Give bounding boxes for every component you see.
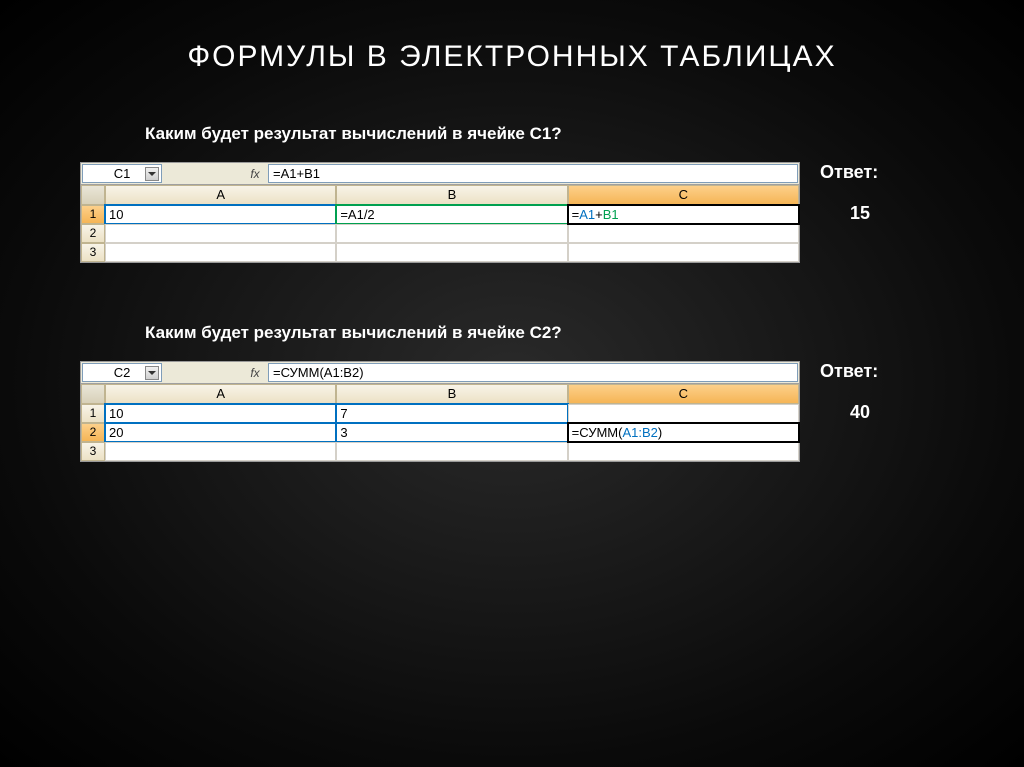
row-header-3[interactable]: 3 [81,442,105,461]
formula-suffix: ) [658,425,662,440]
row-header-1[interactable]: 1 [81,205,105,224]
col-header-b[interactable]: B [336,185,567,205]
cell-b2[interactable] [336,224,567,243]
cell-c1[interactable] [568,404,799,423]
fx-icon[interactable]: fx [243,362,267,383]
cell-c3[interactable] [568,243,799,262]
select-all-corner[interactable] [81,185,105,205]
row-header-3[interactable]: 3 [81,243,105,262]
cell-a3[interactable] [105,442,336,461]
excel-screenshot-1: C1 fx =A1+B1 A B C 1 10 =A1/2 =A1+B1 2 3 [80,162,800,263]
cell-c2[interactable]: =СУММ(A1:B2) [568,423,799,442]
formula-ref-a1: A1 [579,207,595,222]
formula-op: + [595,207,603,222]
name-box-dropdown-icon[interactable] [145,366,159,380]
answer-label: Ответ: [820,162,878,183]
question-1: Каким будет результат вычислений в ячейк… [145,124,1024,144]
question-2: Каким будет результат вычислений в ячейк… [145,323,1024,343]
cell-c3[interactable] [568,442,799,461]
col-header-b[interactable]: B [336,384,567,404]
answer-value: 40 [850,402,878,423]
answer-block-2: Ответ: 40 [820,361,878,423]
answer-value: 15 [850,203,878,224]
col-header-c[interactable]: C [568,384,799,404]
formula-bar-input[interactable]: =СУММ(A1:B2) [268,363,798,382]
cell-a1[interactable]: 10 [105,205,336,224]
row-header-2[interactable]: 2 [81,423,105,442]
formula-ref-b1: B1 [603,207,619,222]
name-box-value: C2 [114,365,131,380]
cell-a2[interactable] [105,224,336,243]
cell-a1[interactable]: 10 [105,404,336,423]
formula-bar-input[interactable]: =A1+B1 [268,164,798,183]
select-all-corner[interactable] [81,384,105,404]
col-header-a[interactable]: A [105,384,336,404]
col-header-c[interactable]: C [568,185,799,205]
name-box[interactable]: C2 [82,363,162,382]
answer-block-1: Ответ: 15 [820,162,878,224]
cell-b1[interactable]: =A1/2 [336,205,567,224]
row-header-2[interactable]: 2 [81,224,105,243]
cell-c2[interactable] [568,224,799,243]
formula-range: A1:B2 [622,425,657,440]
cell-b3[interactable] [336,243,567,262]
name-box-dropdown-icon[interactable] [145,167,159,181]
cell-a2[interactable]: 20 [105,423,336,442]
answer-label: Ответ: [820,361,878,382]
row-header-1[interactable]: 1 [81,404,105,423]
slide-title: ФОРМУЛЫ В ЭЛЕКТРОННЫХ ТАБЛИЦАХ [0,0,1024,74]
col-header-a[interactable]: A [105,185,336,205]
cell-b3[interactable] [336,442,567,461]
fx-icon[interactable]: fx [243,163,267,184]
name-box[interactable]: C1 [82,164,162,183]
cell-b1[interactable]: 7 [336,404,567,423]
cell-a3[interactable] [105,243,336,262]
formula-bar-row: C1 fx =A1+B1 [81,163,799,185]
excel-screenshot-2: C2 fx =СУММ(A1:B2) A B C 1 10 7 2 20 3 =… [80,361,800,462]
name-box-value: C1 [114,166,131,181]
formula-prefix: =СУММ( [572,425,623,440]
cell-b2[interactable]: 3 [336,423,567,442]
spreadsheet-grid: A B C 1 10 =A1/2 =A1+B1 2 3 [81,185,799,262]
spreadsheet-grid: A B C 1 10 7 2 20 3 =СУММ(A1:B2) 3 [81,384,799,461]
formula-bar-row: C2 fx =СУММ(A1:B2) [81,362,799,384]
cell-c1[interactable]: =A1+B1 [568,205,799,224]
